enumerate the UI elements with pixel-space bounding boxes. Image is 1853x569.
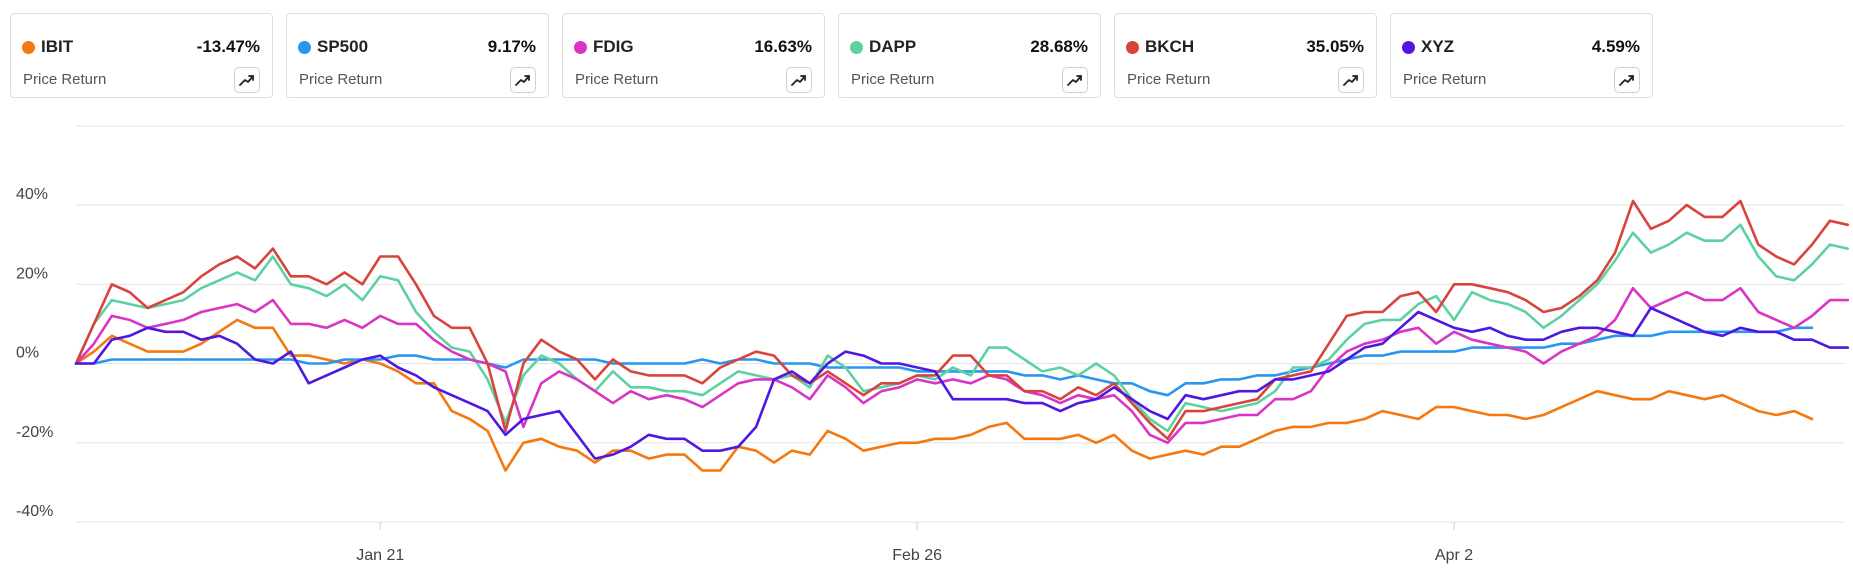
x-tick-label: Apr 2 [1435, 547, 1473, 564]
series-ticker: XYZ [1421, 37, 1455, 56]
trend-chart-button[interactable] [786, 67, 812, 93]
series-card-fdig[interactable]: FDIG 16.63% Price Return [562, 13, 825, 98]
series-metric-label: Price Return [1403, 71, 1487, 88]
y-tick-label: -40% [16, 503, 53, 520]
series-color-dot [22, 41, 35, 54]
series-card-sp500[interactable]: SP500 9.17% Price Return [286, 13, 549, 98]
x-tick-label: Feb 26 [892, 547, 942, 564]
series-return-value: 28.68% [1030, 37, 1088, 56]
series-line-bkch [74, 199, 1850, 441]
series-ticker: DAPP [869, 37, 917, 56]
y-tick-label: 0% [16, 345, 39, 362]
series-ticker: IBIT [41, 37, 74, 56]
trend-chart-button[interactable] [1614, 67, 1640, 93]
series-line-xyz [74, 306, 1850, 460]
series-return-value: 35.05% [1306, 37, 1364, 56]
series-line-dapp [74, 223, 1850, 433]
series-line-fdig [74, 286, 1850, 445]
series-return-value: 9.17% [487, 37, 536, 56]
series-color-dot [574, 41, 587, 54]
x-tick-label: Jan 21 [356, 547, 404, 564]
trend-chart-button[interactable] [1062, 67, 1088, 93]
series-card-bkch[interactable]: BKCH 35.05% Price Return [1114, 13, 1377, 98]
series-ticker: FDIG [593, 37, 634, 56]
series-metric-label: Price Return [23, 71, 107, 88]
series-ticker: SP500 [317, 37, 369, 56]
trend-chart-button[interactable] [510, 67, 536, 93]
series-color-dot [1126, 41, 1139, 54]
series-metric-label: Price Return [299, 71, 383, 88]
series-ticker: BKCH [1145, 37, 1195, 56]
series-color-dot [850, 41, 863, 54]
trend-up-icon [1619, 75, 1634, 86]
trend-up-icon [1067, 75, 1082, 86]
trend-up-icon [791, 75, 806, 86]
series-metric-label: Price Return [575, 71, 659, 88]
legend-cards: IBIT -13.47% Price Return SP500 9.17% Price R… [10, 13, 1653, 98]
series-return-value: 4.59% [1591, 37, 1640, 56]
series-metric-label: Price Return [1127, 71, 1211, 88]
y-tick-label: 40% [16, 186, 48, 203]
series-return-value: 16.63% [754, 37, 812, 56]
trend-up-icon [239, 75, 254, 86]
series-color-dot [1402, 41, 1415, 54]
series-metric-label: Price Return [851, 71, 935, 88]
series-card-ibit[interactable]: IBIT -13.47% Price Return [10, 13, 273, 98]
trend-up-icon [515, 75, 530, 86]
series-return-value: -13.47% [196, 37, 260, 56]
series-color-dot [298, 41, 311, 54]
series-card-xyz[interactable]: XYZ 4.59% Price Return [1390, 13, 1653, 98]
trend-chart-button[interactable] [1338, 67, 1364, 93]
y-tick-label: 20% [16, 265, 48, 282]
series-card-dapp[interactable]: DAPP 28.68% Price Return [838, 13, 1101, 98]
trend-chart-button[interactable] [234, 67, 260, 93]
trend-up-icon [1343, 75, 1358, 86]
series-line-ibit [74, 318, 1814, 472]
y-tick-label: -20% [16, 424, 53, 441]
